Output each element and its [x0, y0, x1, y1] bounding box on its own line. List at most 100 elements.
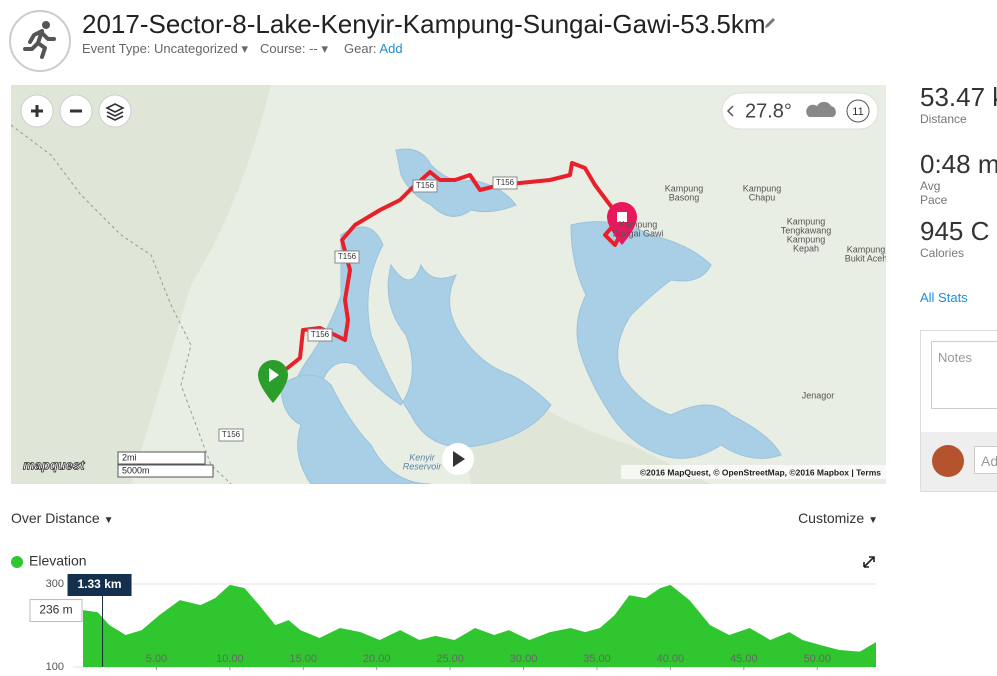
x-tick-label: 10.00 — [216, 653, 244, 665]
scale-bar — [117, 464, 214, 478]
place-label-line: Kepah — [793, 243, 819, 253]
end-marker[interactable] — [607, 202, 637, 245]
layers-button[interactable] — [98, 94, 132, 128]
road-label: T156 — [222, 430, 241, 439]
x-tick-label: 40.00 — [657, 653, 685, 665]
event-type[interactable]: Event Type: Uncategorized ▾ — [82, 41, 249, 56]
gear: Gear: Add — [344, 41, 403, 56]
y-tick-label: 100 — [46, 661, 64, 673]
road-label: T156 — [496, 178, 515, 187]
terrain — [11, 85, 711, 484]
stat-label: Avg Pace — [920, 179, 948, 207]
scale-imperial: 2mi — [122, 452, 137, 462]
place-label-line: Kampung — [665, 183, 704, 193]
scale-bar — [117, 451, 206, 465]
edit-icon[interactable] — [763, 16, 777, 30]
x-tick-label: 15.00 — [290, 653, 318, 665]
play-button[interactable] — [442, 443, 474, 475]
x-tick-label: 25.00 — [436, 653, 464, 665]
activity-title: 2017-Sector-8-Lake-Kenyir-Kampung-Sungai… — [82, 9, 766, 39]
place-label-line: Kampung — [847, 244, 886, 254]
notes-panel: Notes Ad — [920, 330, 997, 492]
y-tick-label: 300 — [46, 578, 64, 590]
event-type-label: Event Type: — [82, 41, 151, 56]
place-label-line: Basong — [669, 192, 700, 202]
x-tick-label: 30.00 — [510, 653, 538, 665]
cursor-y-box — [29, 599, 83, 623]
stat-value: 53.47 k — [920, 82, 997, 112]
road-shield — [492, 176, 518, 190]
x-tick-label: 5.00 — [146, 653, 167, 665]
stat-value: 945 C — [920, 216, 990, 246]
course-value: -- — [309, 41, 318, 56]
place-label-line: Jenagor — [802, 390, 835, 400]
road-shield — [412, 179, 438, 193]
weather-badge: 11 — [852, 106, 863, 118]
gear-label: Gear: — [344, 41, 377, 56]
activity-icon — [9, 10, 71, 72]
gear-add[interactable]: Add — [379, 41, 403, 56]
place-label-line: Reservoir — [403, 461, 443, 471]
legend-label: Elevation — [29, 553, 87, 569]
zoom-in[interactable] — [20, 94, 54, 128]
map-logo: mapquest — [23, 457, 85, 472]
notes-input[interactable]: Notes — [931, 341, 997, 409]
place-label-line: Chapu — [749, 192, 776, 202]
elevation-area — [83, 584, 876, 667]
event-type-value: Uncategorized — [154, 41, 238, 56]
x-tick-label: 35.00 — [583, 653, 611, 665]
customize-select[interactable]: Customize ▼ — [798, 510, 878, 526]
stat-label: Calories — [920, 246, 965, 260]
place-label-line: Bukit Aceh — [845, 253, 886, 263]
map[interactable]: 27.8° 11 2mi 5000m mapquest ©2016 MapQuest, ©… — [11, 85, 886, 484]
road-shield — [334, 250, 360, 264]
place-label-line: Kampung — [787, 216, 826, 226]
route — [268, 161, 627, 397]
weather-widget[interactable] — [721, 92, 879, 130]
all-stats-link[interactable]: All Stats — [920, 290, 968, 305]
stat-label: Distance — [920, 112, 967, 126]
road-shield — [218, 428, 244, 442]
zoom-out[interactable] — [59, 94, 93, 128]
road-label: T156 — [311, 330, 330, 339]
x-tick-label: 50.00 — [803, 653, 831, 665]
scale-metric: 5000m — [122, 465, 150, 475]
stat-value: 0:48 m — [920, 149, 997, 179]
road-label: T156 — [416, 181, 435, 190]
road-label: T156 — [338, 252, 357, 261]
view-select[interactable]: Over Distance ▼ — [11, 510, 114, 526]
road-shield — [307, 328, 333, 342]
place-label-line: Kampung — [787, 234, 826, 244]
cursor-x-label: 1.33 km — [78, 577, 122, 591]
view-label: Over Distance — [11, 510, 100, 526]
course-label: Course: — [260, 41, 306, 56]
comment-bar: Ad — [921, 432, 997, 491]
place-label-line: Kampung — [619, 219, 658, 229]
avatar — [932, 445, 964, 477]
elevation-chart: Elevation 100 300 5.00 10.00 15.00 20.00 25.00 3… — [11, 553, 876, 673]
start-marker[interactable] — [258, 360, 288, 403]
boundary — [11, 124, 232, 484]
place-label-line: Kenyir — [409, 452, 436, 462]
place-label-line: Sungai Gawi — [612, 228, 663, 238]
x-tick-label: 20.00 — [363, 653, 391, 665]
comment-input[interactable]: Ad — [974, 446, 997, 474]
weather-temperature: 27.8° — [745, 100, 792, 122]
attribution: ©2016 MapQuest, © OpenStreetMap, ©2016 M… — [640, 467, 881, 477]
legend-swatch — [11, 556, 23, 568]
attribution-bg — [621, 465, 886, 479]
cursor-x-box — [67, 574, 132, 596]
x-tick-label: 45.00 — [730, 653, 758, 665]
course[interactable]: Course: -- ▾ — [260, 41, 328, 56]
place-label: Jenagor — [802, 390, 835, 400]
cursor-y-label: 236 m — [39, 603, 72, 617]
customize-label: Customize — [798, 510, 865, 526]
expand-icon[interactable] — [863, 556, 875, 568]
